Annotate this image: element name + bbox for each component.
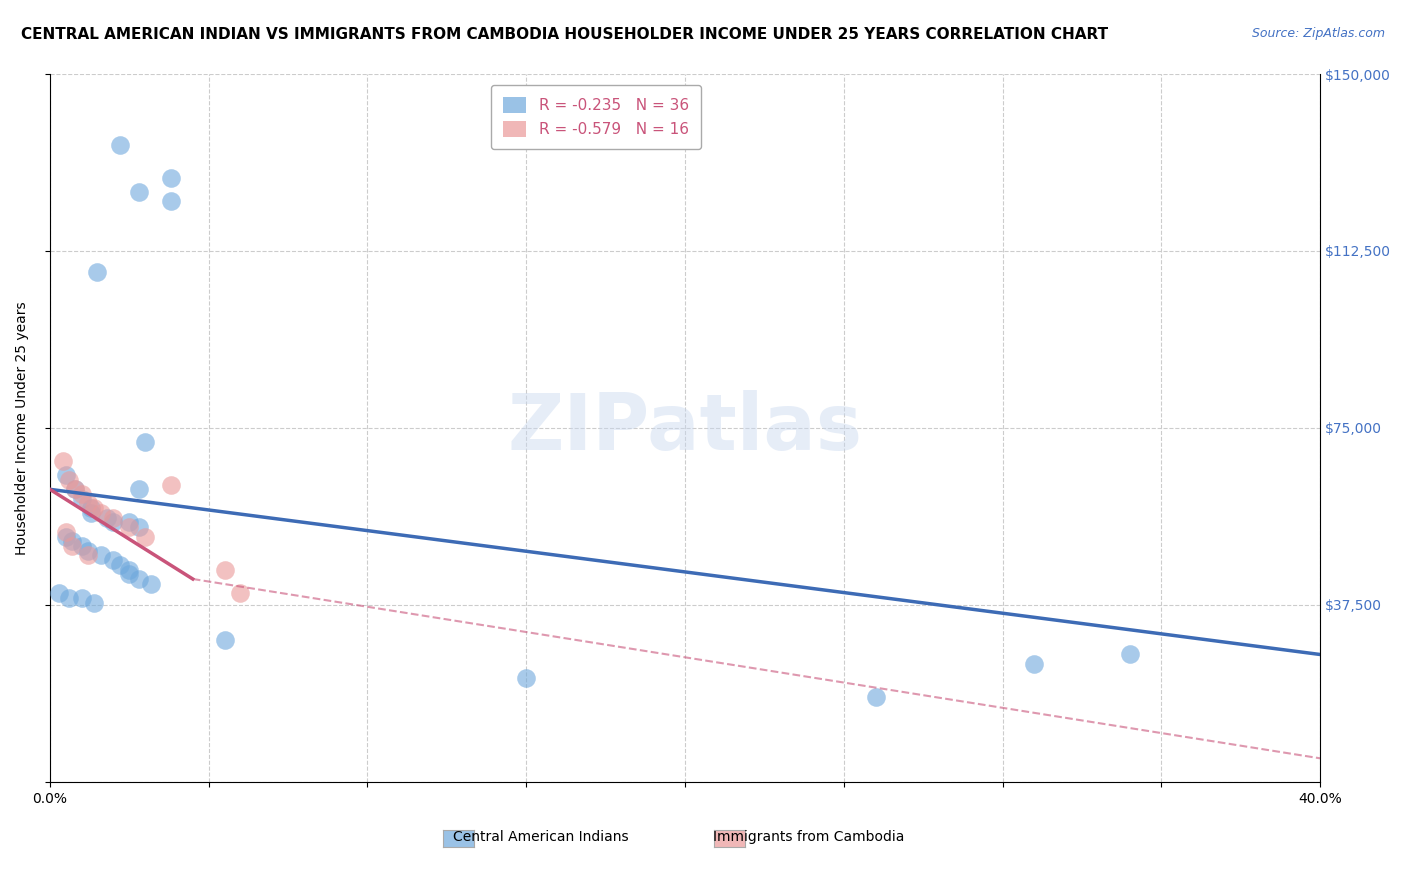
Point	[65, 483, 87, 497]
Point	[108, 137, 131, 152]
Point	[103, 510, 125, 524]
Point	[865, 690, 887, 704]
Text: Central American Indians: Central American Indians	[454, 830, 628, 844]
Point	[159, 477, 181, 491]
Point	[80, 501, 103, 516]
Point	[58, 591, 80, 605]
Text: CENTRAL AMERICAN INDIAN VS IMMIGRANTS FROM CAMBODIA HOUSEHOLDER INCOME UNDER 25 : CENTRAL AMERICAN INDIAN VS IMMIGRANTS FR…	[21, 27, 1108, 42]
Point	[103, 516, 125, 530]
Point	[55, 524, 77, 539]
Point	[103, 553, 125, 567]
Point	[58, 473, 80, 487]
Point	[96, 510, 118, 524]
Point	[128, 520, 150, 534]
Point	[214, 633, 236, 648]
Point	[134, 529, 156, 543]
Point	[128, 572, 150, 586]
Point	[77, 549, 100, 563]
Point	[1118, 648, 1140, 662]
Point	[80, 506, 103, 520]
Point	[70, 539, 93, 553]
Point	[65, 483, 87, 497]
Point	[159, 194, 181, 209]
Point	[51, 454, 73, 468]
Point	[86, 265, 108, 279]
Point	[108, 558, 131, 572]
Point	[515, 671, 537, 685]
Point	[128, 185, 150, 199]
Point	[60, 539, 83, 553]
Point	[214, 563, 236, 577]
Point	[1024, 657, 1046, 671]
Point	[83, 596, 105, 610]
Point	[118, 563, 141, 577]
Point	[134, 435, 156, 450]
Y-axis label: Householder Income Under 25 years: Householder Income Under 25 years	[15, 301, 30, 555]
Point	[118, 516, 141, 530]
Point	[229, 586, 252, 600]
Point	[77, 543, 100, 558]
Point	[70, 491, 93, 506]
Text: Source: ZipAtlas.com: Source: ZipAtlas.com	[1251, 27, 1385, 40]
Point	[48, 586, 70, 600]
Point	[70, 487, 93, 501]
Point	[83, 501, 105, 516]
Point	[90, 549, 112, 563]
Point	[77, 496, 100, 510]
Point	[55, 468, 77, 483]
Point	[128, 483, 150, 497]
Point	[55, 529, 77, 543]
Point	[90, 506, 112, 520]
Point	[159, 170, 181, 185]
Point	[118, 567, 141, 582]
Text: ZIPatlas: ZIPatlas	[508, 390, 862, 466]
Legend: R = -0.235   N = 36, R = -0.579   N = 16: R = -0.235 N = 36, R = -0.579 N = 16	[491, 86, 702, 149]
Point	[70, 591, 93, 605]
Point	[118, 520, 141, 534]
Text: Immigrants from Cambodia: Immigrants from Cambodia	[713, 830, 904, 844]
Point	[141, 576, 163, 591]
Point	[60, 534, 83, 549]
